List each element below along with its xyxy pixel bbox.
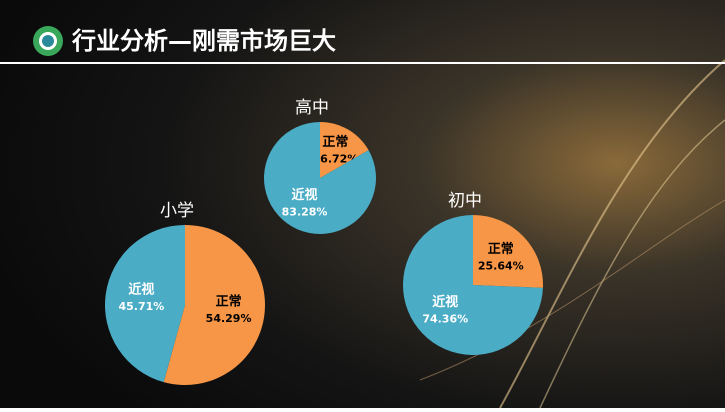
swirl: [419, 199, 725, 381]
pie-title: 小学: [160, 201, 194, 221]
slide-title: 行业分析—刚需市场巨大: [71, 27, 336, 55]
pie-title: 高中: [295, 98, 329, 118]
slice-value: 74.36%: [422, 313, 468, 326]
pie-slice: [320, 122, 369, 178]
pie-title: 初中: [448, 191, 482, 211]
pie-slice: [104, 225, 185, 383]
slice-category: 正常: [322, 134, 348, 150]
slice-category: 近视: [432, 294, 458, 310]
slice-value: 83.28%: [282, 206, 328, 219]
slice-value: 45.71%: [118, 300, 164, 313]
logo: [33, 26, 63, 56]
pie-slice: [163, 225, 265, 385]
pie-slice: [264, 122, 377, 234]
slice-value: 16.72%: [313, 152, 359, 165]
slice-category: 近视: [292, 187, 318, 203]
slice-category: 近视: [128, 282, 154, 298]
slice-value: 54.29%: [206, 312, 252, 325]
slice-value: 25.64%: [478, 259, 524, 272]
pie-slice: [473, 215, 543, 288]
swirl: [539, 119, 725, 409]
swirl: [499, 59, 725, 409]
slice-category: 正常: [216, 293, 242, 309]
slice-category: 正常: [488, 241, 514, 257]
pie-slice: [402, 215, 543, 355]
